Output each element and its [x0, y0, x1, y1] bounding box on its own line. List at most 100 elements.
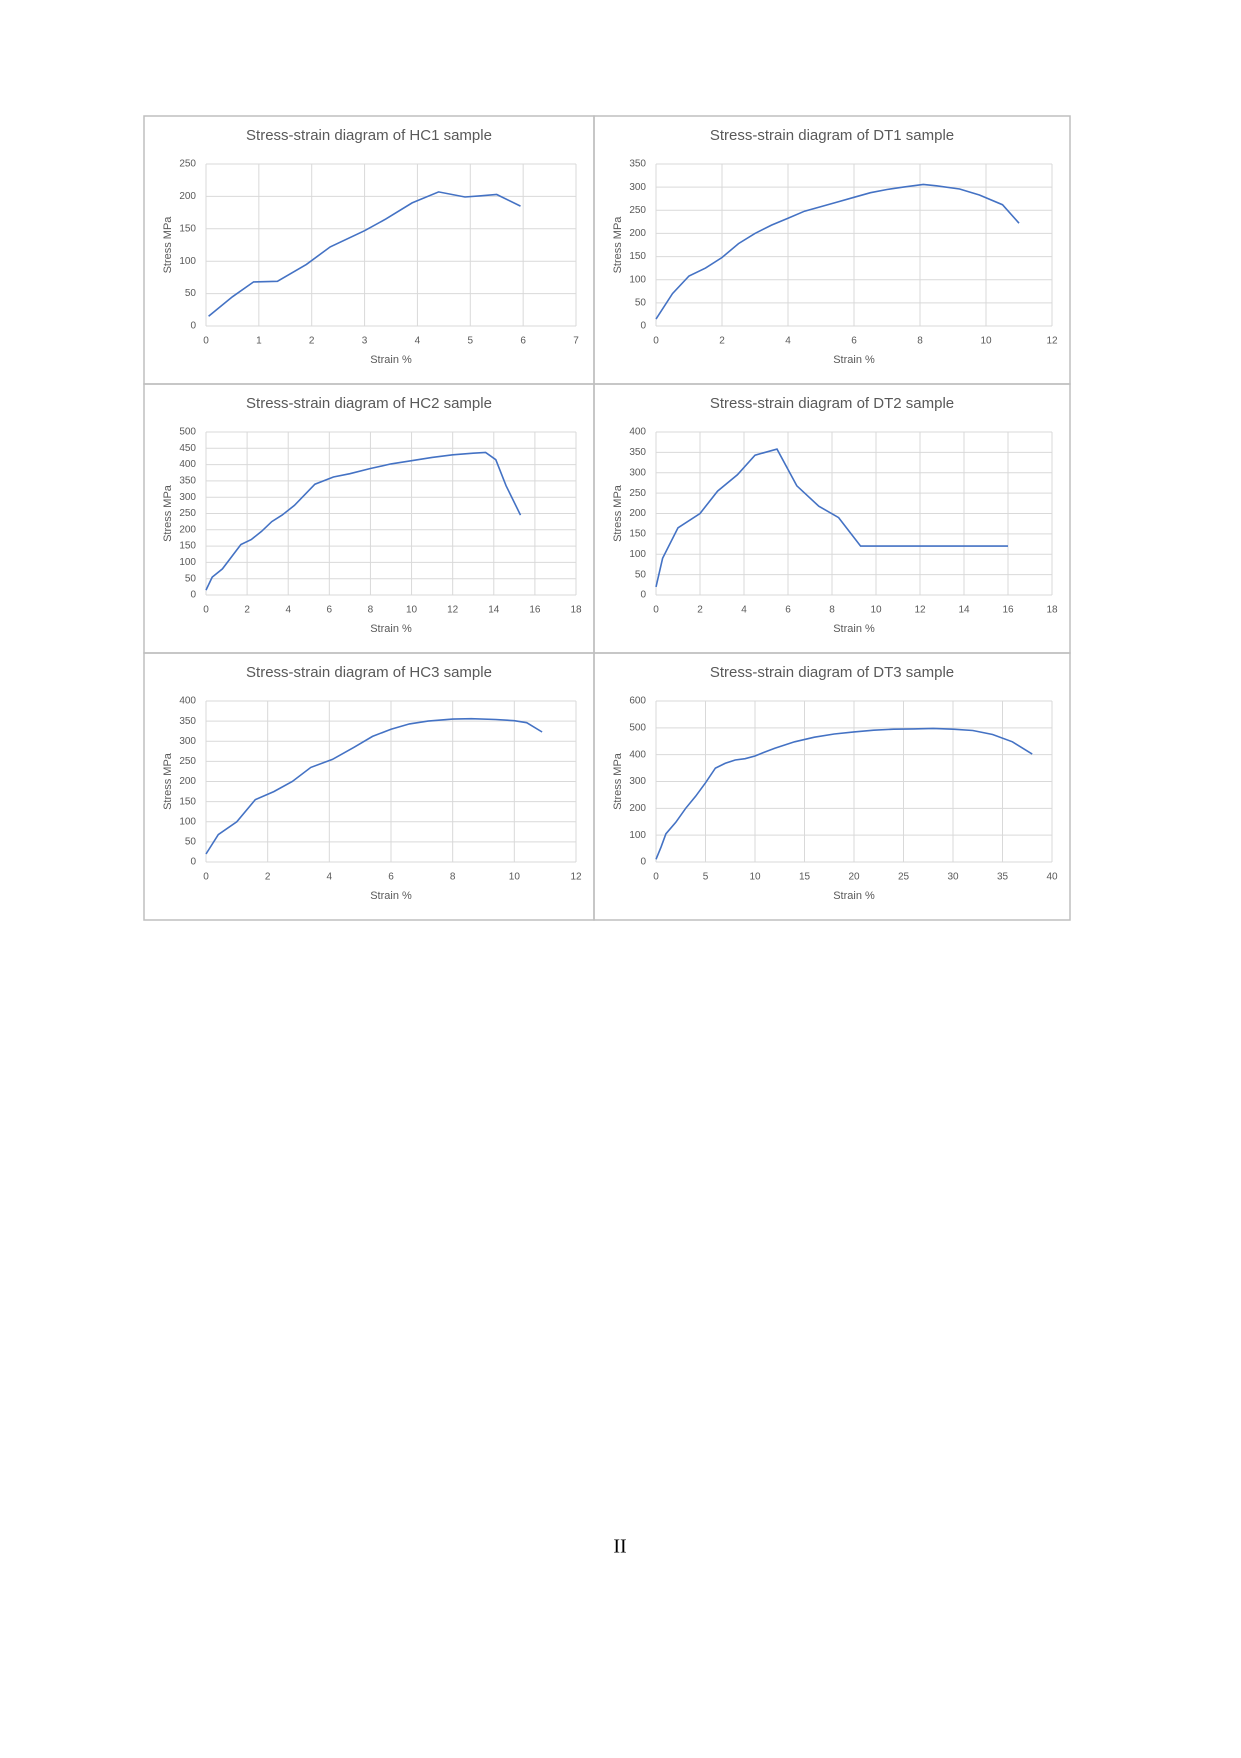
- y-tick-label: 150: [179, 796, 196, 807]
- x-tick-label: 3: [362, 336, 368, 347]
- x-tick-label: 12: [1046, 336, 1058, 347]
- x-tick-label: 12: [914, 605, 926, 616]
- y-tick-label: 200: [629, 803, 646, 814]
- x-axis-title: Strain %: [370, 890, 412, 902]
- y-tick-label: 400: [629, 749, 646, 760]
- x-tick-label: 4: [741, 605, 747, 616]
- x-tick-label: 6: [785, 605, 791, 616]
- data-line: [655, 448, 1008, 588]
- x-tick-label: 0: [203, 336, 209, 347]
- y-tick-label: 0: [640, 590, 646, 601]
- x-tick-label: 16: [529, 605, 541, 616]
- y-tick-label: 50: [185, 288, 197, 299]
- y-tick-label: 300: [179, 736, 196, 747]
- x-tick-label: 20: [848, 872, 860, 883]
- x-tick-label: 30: [947, 872, 959, 883]
- x-tick-label: 16: [1002, 605, 1014, 616]
- chart-title: Stress-strain diagram of HC1 sample: [246, 127, 492, 144]
- y-tick-label: 200: [179, 524, 196, 535]
- x-tick-label: 40: [1046, 872, 1058, 883]
- y-axis-title: Stress MPa: [612, 752, 624, 810]
- x-tick-label: 12: [570, 872, 582, 883]
- chart-frame: [143, 115, 595, 385]
- y-tick-label: 400: [179, 696, 196, 707]
- y-tick-label: 250: [179, 756, 196, 767]
- page-number: II: [613, 1536, 626, 1558]
- x-tick-label: 25: [898, 872, 910, 883]
- y-tick-label: 150: [179, 541, 196, 552]
- y-tick-label: 500: [179, 427, 196, 438]
- y-tick-label: 100: [629, 274, 646, 285]
- y-tick-label: 400: [629, 427, 646, 438]
- y-tick-label: 300: [629, 182, 646, 193]
- data-line: [655, 183, 1020, 320]
- x-tick-label: 6: [851, 336, 857, 347]
- x-tick-label: 4: [285, 605, 291, 616]
- x-tick-label: 5: [468, 336, 474, 347]
- x-tick-label: 2: [309, 336, 315, 347]
- x-tick-label: 0: [203, 605, 209, 616]
- x-tick-label: 35: [997, 872, 1009, 883]
- y-axis-title: Stress MPa: [612, 216, 624, 274]
- y-tick-label: 200: [179, 776, 196, 787]
- y-tick-label: 350: [179, 476, 196, 487]
- chart-frame: [593, 115, 1071, 385]
- y-tick-label: 100: [179, 557, 196, 568]
- y-tick-label: 100: [179, 816, 196, 827]
- y-tick-label: 100: [179, 256, 196, 267]
- data-line: [655, 727, 1033, 860]
- y-tick-label: 0: [190, 857, 196, 868]
- y-tick-label: 50: [185, 573, 197, 584]
- y-tick-label: 300: [179, 492, 196, 503]
- y-tick-label: 250: [629, 488, 646, 499]
- y-tick-label: 200: [179, 191, 196, 202]
- y-tick-label: 150: [179, 223, 196, 234]
- y-tick-label: 100: [629, 549, 646, 560]
- y-tick-label: 400: [179, 459, 196, 470]
- data-line: [208, 191, 521, 317]
- x-tick-label: 6: [520, 336, 526, 347]
- x-tick-label: 18: [570, 605, 582, 616]
- chart-title: Stress-strain diagram of DT1 sample: [710, 127, 954, 144]
- y-tick-label: 250: [179, 159, 196, 170]
- y-tick-label: 250: [629, 205, 646, 216]
- y-tick-label: 50: [635, 297, 647, 308]
- x-tick-label: 15: [799, 872, 811, 883]
- y-tick-label: 100: [629, 830, 646, 841]
- y-tick-label: 200: [629, 508, 646, 519]
- y-tick-label: 350: [179, 716, 196, 727]
- chart-title: Stress-strain diagram of DT2 sample: [710, 395, 954, 412]
- x-axis-title: Strain %: [833, 890, 875, 902]
- x-tick-label: 1: [256, 336, 262, 347]
- x-tick-label: 6: [388, 872, 394, 883]
- x-tick-label: 8: [450, 872, 456, 883]
- x-tick-label: 2: [697, 605, 703, 616]
- x-tick-label: 4: [785, 336, 791, 347]
- chart-title: Stress-strain diagram of HC2 sample: [246, 395, 492, 412]
- x-tick-label: 8: [917, 336, 923, 347]
- y-tick-label: 0: [640, 321, 646, 332]
- x-tick-label: 12: [447, 605, 459, 616]
- y-axis-title: Stress MPa: [162, 752, 174, 810]
- x-axis-title: Strain %: [370, 623, 412, 635]
- y-tick-label: 600: [629, 696, 646, 707]
- x-tick-label: 0: [653, 872, 659, 883]
- x-tick-label: 10: [406, 605, 418, 616]
- chart-title: Stress-strain diagram of DT3 sample: [710, 664, 954, 681]
- x-tick-label: 4: [415, 336, 421, 347]
- y-tick-label: 300: [629, 467, 646, 478]
- x-tick-label: 2: [244, 605, 250, 616]
- y-tick-label: 50: [185, 837, 197, 848]
- y-tick-label: 150: [629, 251, 646, 262]
- x-tick-label: 10: [870, 605, 882, 616]
- x-tick-label: 14: [488, 605, 500, 616]
- y-axis-title: Stress MPa: [612, 484, 624, 542]
- y-tick-label: 0: [190, 590, 196, 601]
- y-tick-label: 50: [635, 569, 647, 580]
- data-line: [205, 451, 522, 591]
- x-tick-label: 8: [829, 605, 835, 616]
- x-tick-label: 0: [203, 872, 209, 883]
- x-tick-label: 7: [573, 336, 579, 347]
